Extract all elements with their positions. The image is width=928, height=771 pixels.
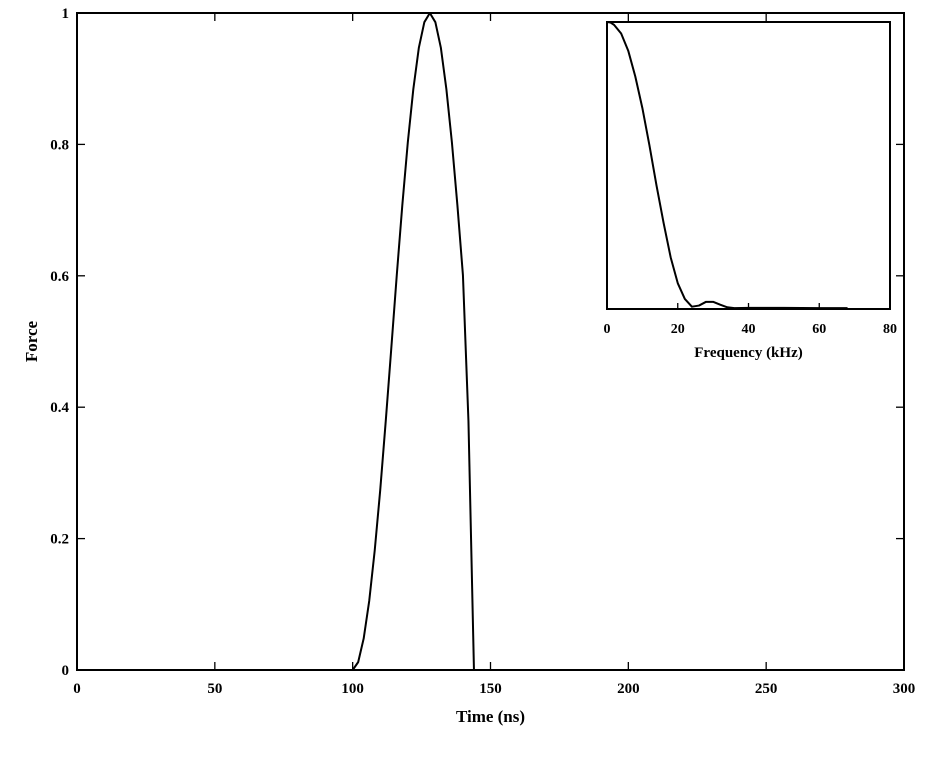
inset-plot: 0 20 40 60 80 Frequency (kHz) <box>604 21 897 361</box>
series-line-0 <box>77 12 904 671</box>
inset-plot-frame <box>606 21 891 310</box>
x-tick-label: 100 <box>341 681 364 697</box>
y-tick-label: 0.6 <box>50 269 69 285</box>
x-tick-label: 250 <box>755 681 778 697</box>
y-tick-label: 0.4 <box>50 400 69 416</box>
y-tick-label: 0.2 <box>50 532 69 548</box>
x-tick-label: 150 <box>479 681 502 697</box>
x-tick-label: 0 <box>73 681 81 697</box>
inset-series-line-0 <box>606 21 848 310</box>
x-tick-label: 300 <box>893 681 916 697</box>
inset-x-tick-label: 0 <box>604 322 611 337</box>
inset-x-tick-label: 40 <box>742 322 756 337</box>
inset-x-axis-label: Frequency (kHz) <box>694 345 802 361</box>
x-axis-label: Time (ns) <box>456 707 525 726</box>
x-tick-label: 50 <box>207 681 222 697</box>
inset-x-tick-label: 60 <box>812 322 826 337</box>
y-tick-label: 1 <box>62 6 70 22</box>
y-tick-label: 0.8 <box>50 137 69 153</box>
y-axis-label: Force <box>22 320 41 362</box>
x-tick-label: 200 <box>617 681 640 697</box>
inset-x-tick-label: 80 <box>883 322 897 337</box>
y-tick-label: 0 <box>62 663 70 679</box>
inset-x-tick-label: 20 <box>671 322 685 337</box>
